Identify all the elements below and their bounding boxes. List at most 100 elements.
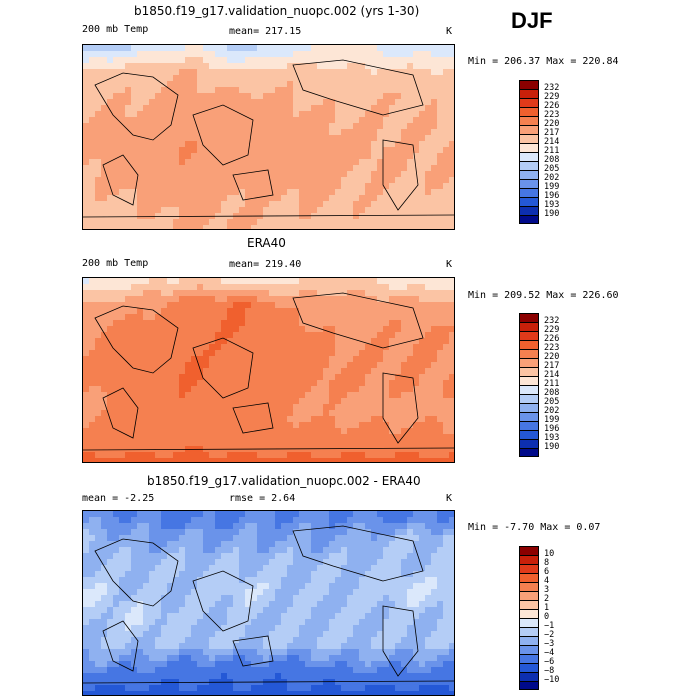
field-cell	[143, 314, 150, 321]
field-cell	[299, 314, 306, 321]
field-cell	[407, 565, 414, 572]
field-cell	[287, 356, 294, 363]
field-cell	[215, 595, 222, 602]
field-cell	[161, 374, 168, 381]
field-cell	[197, 141, 204, 148]
field-cell	[287, 362, 294, 369]
field-cell	[89, 135, 96, 142]
field-cell	[323, 123, 330, 130]
field-cell	[449, 356, 454, 363]
field-cell	[377, 386, 384, 393]
colorbar-swatch	[519, 322, 539, 331]
field-cell	[179, 517, 186, 524]
field-cell	[101, 571, 108, 578]
field-cell	[215, 338, 222, 345]
field-cell	[389, 601, 396, 608]
field-cell	[425, 583, 432, 590]
field-cell	[425, 195, 432, 202]
field-cell	[173, 523, 180, 530]
field-cell	[443, 219, 450, 226]
field-cell	[383, 398, 390, 405]
field-cell	[209, 123, 216, 130]
field-cell	[287, 153, 294, 160]
field-cell	[191, 553, 198, 560]
field-cell	[167, 374, 174, 381]
field-cell	[311, 153, 318, 160]
field-cell	[293, 583, 300, 590]
colorbar-swatch	[519, 385, 539, 394]
field-cell	[365, 595, 372, 602]
field-cell	[191, 129, 198, 136]
field-cell	[395, 410, 402, 417]
field-cell	[245, 219, 252, 226]
field-cell	[287, 63, 294, 70]
field-cell	[89, 320, 96, 327]
field-cell	[125, 583, 132, 590]
field-cell	[95, 129, 102, 136]
field-cell	[413, 392, 420, 399]
field-cell	[239, 547, 246, 554]
field-cell	[413, 589, 420, 596]
field-cell	[443, 517, 450, 524]
field-cell	[413, 278, 420, 285]
field-cell	[341, 422, 348, 429]
field-cell	[305, 189, 312, 196]
field-cell	[173, 511, 180, 518]
field-cell	[269, 141, 276, 148]
field-cell	[299, 547, 306, 554]
field-cell	[341, 308, 348, 315]
field-cell	[449, 452, 454, 459]
field-cell	[311, 308, 318, 315]
field-cell	[119, 577, 126, 584]
field-cell	[293, 392, 300, 399]
field-cell	[161, 105, 168, 112]
field-cell	[251, 189, 258, 196]
field-cell	[383, 296, 390, 303]
colorbar-swatch	[519, 170, 539, 179]
field-cell	[161, 153, 168, 160]
colorbar-swatch	[519, 430, 539, 439]
field-cell	[167, 81, 174, 88]
field-cell	[377, 368, 384, 375]
field-cell	[179, 207, 186, 214]
field-cell	[155, 589, 162, 596]
field-cell	[305, 529, 312, 536]
field-cell	[179, 219, 186, 226]
field-cell	[305, 577, 312, 584]
field-cell	[107, 290, 114, 297]
field-cell	[311, 523, 318, 530]
field-cell	[263, 302, 270, 309]
field-cell	[221, 51, 228, 58]
field-cell	[335, 296, 342, 303]
field-cell	[89, 141, 96, 148]
field-cell	[221, 404, 228, 411]
field-cell	[119, 601, 126, 608]
field-cell	[269, 45, 276, 52]
field-cell	[251, 111, 258, 118]
field-cell	[173, 607, 180, 614]
field-cell	[173, 601, 180, 608]
field-cell	[119, 75, 126, 82]
field-cell	[239, 290, 246, 297]
field-cell	[95, 374, 102, 381]
field-cell	[449, 344, 454, 351]
field-cell	[299, 511, 306, 518]
field-cell	[83, 338, 90, 345]
field-cell	[341, 165, 348, 172]
field-cell	[143, 153, 150, 160]
field-cell	[431, 147, 438, 154]
field-cell	[89, 165, 96, 172]
field-cell	[83, 356, 90, 363]
field-cell	[233, 607, 240, 614]
field-cell	[419, 374, 426, 381]
field-cell	[221, 314, 228, 321]
field-cell	[131, 422, 138, 429]
field-cell	[89, 601, 96, 608]
field-cell	[287, 380, 294, 387]
field-cell	[335, 446, 342, 453]
field-cell	[113, 195, 120, 202]
field-cell	[377, 589, 384, 596]
field-cell	[317, 153, 324, 160]
field-cell	[257, 374, 264, 381]
field-cell	[299, 111, 306, 118]
